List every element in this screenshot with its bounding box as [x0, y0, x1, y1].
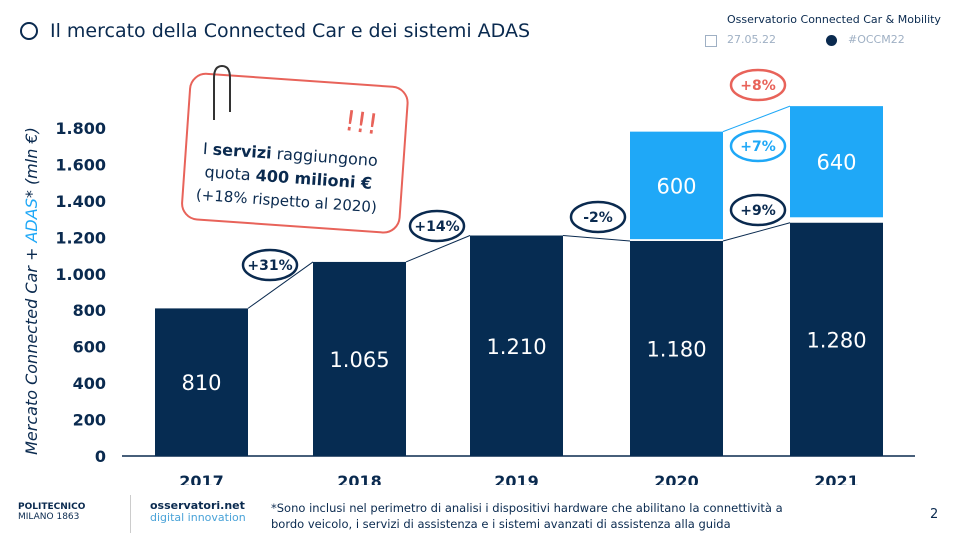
search-logo-icon [20, 22, 38, 40]
adas-growth-badge [729, 129, 787, 163]
growth-badge [569, 200, 627, 234]
y-tick-label: 1.800 [55, 119, 106, 138]
y-tick-label: 1.600 [55, 155, 106, 174]
hashtag: #OCCM22 [848, 33, 905, 46]
bar-adas [630, 131, 723, 240]
y-tick-label: 1.000 [55, 265, 106, 284]
observatory-name: Osservatorio Connected Car & Mobility [727, 13, 941, 26]
growth-badge [408, 209, 466, 243]
growth-label: +31% [247, 258, 292, 274]
bar-chart: 0 200 400 600 800 1.000 1.200 1.400 1.600 1.800 Me… [22, 64, 915, 485]
bar-total [470, 235, 563, 456]
adas-connector [722, 105, 791, 133]
paperclip-icon [213, 64, 231, 120]
bar-value-label: 1.180 [646, 337, 706, 361]
bar-total [790, 222, 883, 456]
bar-value-label: 1.065 [329, 348, 389, 372]
x-tick-label: 2019 [494, 472, 539, 485]
date: 27.05.22 [727, 33, 776, 46]
bar-total [313, 261, 406, 456]
page-number: 2 [930, 507, 939, 522]
polimi-logo: POLITECNICO MILANO 1863 [18, 502, 86, 522]
y-tick-label: 200 [73, 411, 106, 430]
calendar-icon [705, 35, 717, 47]
y-tick-label: 0 [95, 447, 106, 466]
bar-adas-label: 600 [656, 174, 696, 198]
growth-connector [247, 261, 314, 309]
bar-value-label: 1.210 [486, 335, 546, 359]
x-tick-label: 2021 [814, 472, 859, 485]
growth-label: +14% [414, 219, 459, 235]
adas-growth-label: +7% [740, 139, 776, 155]
y-tick-label: 1.400 [55, 192, 106, 211]
bar-value-label: 810 [181, 371, 221, 395]
x-tick-label: 2017 [179, 472, 224, 485]
bar-value-label: 1.280 [806, 328, 866, 352]
y-tick-label: 800 [73, 301, 106, 320]
y-tick-label: 400 [73, 374, 106, 393]
growth-connector [562, 235, 631, 242]
exclamation-marks: !!! [342, 104, 380, 141]
bar-adas-label: 640 [816, 151, 856, 175]
growth-label: +9% [740, 203, 776, 219]
twitter-icon [826, 35, 837, 46]
x-tick-label: 2020 [654, 472, 699, 485]
growth-badge [729, 193, 787, 227]
total-growth-label: +8% [740, 78, 776, 94]
y-tick-label: 600 [73, 338, 106, 357]
growth-connector [722, 222, 791, 242]
bar-total [155, 308, 248, 456]
osservatori-logo: osservatori.net digital innovation [150, 499, 246, 524]
callout-box [181, 72, 409, 234]
y-axis-label: Mercato Connected Car + ADAS* (mln €) [22, 127, 41, 455]
total-growth-badge [729, 68, 787, 102]
footnote: *Sono inclusi nel perimetro di analisi i… [271, 501, 783, 531]
growth-badge [241, 248, 299, 282]
growth-connector [405, 235, 471, 263]
divider [130, 495, 131, 533]
x-tick-label: 2018 [337, 472, 382, 485]
growth-label: -2% [583, 210, 613, 226]
page-title: Il mercato della Connected Car e dei sis… [50, 20, 531, 42]
bar-total [630, 240, 723, 456]
bar-adas [790, 106, 883, 218]
y-tick-label: 1.200 [55, 228, 106, 247]
